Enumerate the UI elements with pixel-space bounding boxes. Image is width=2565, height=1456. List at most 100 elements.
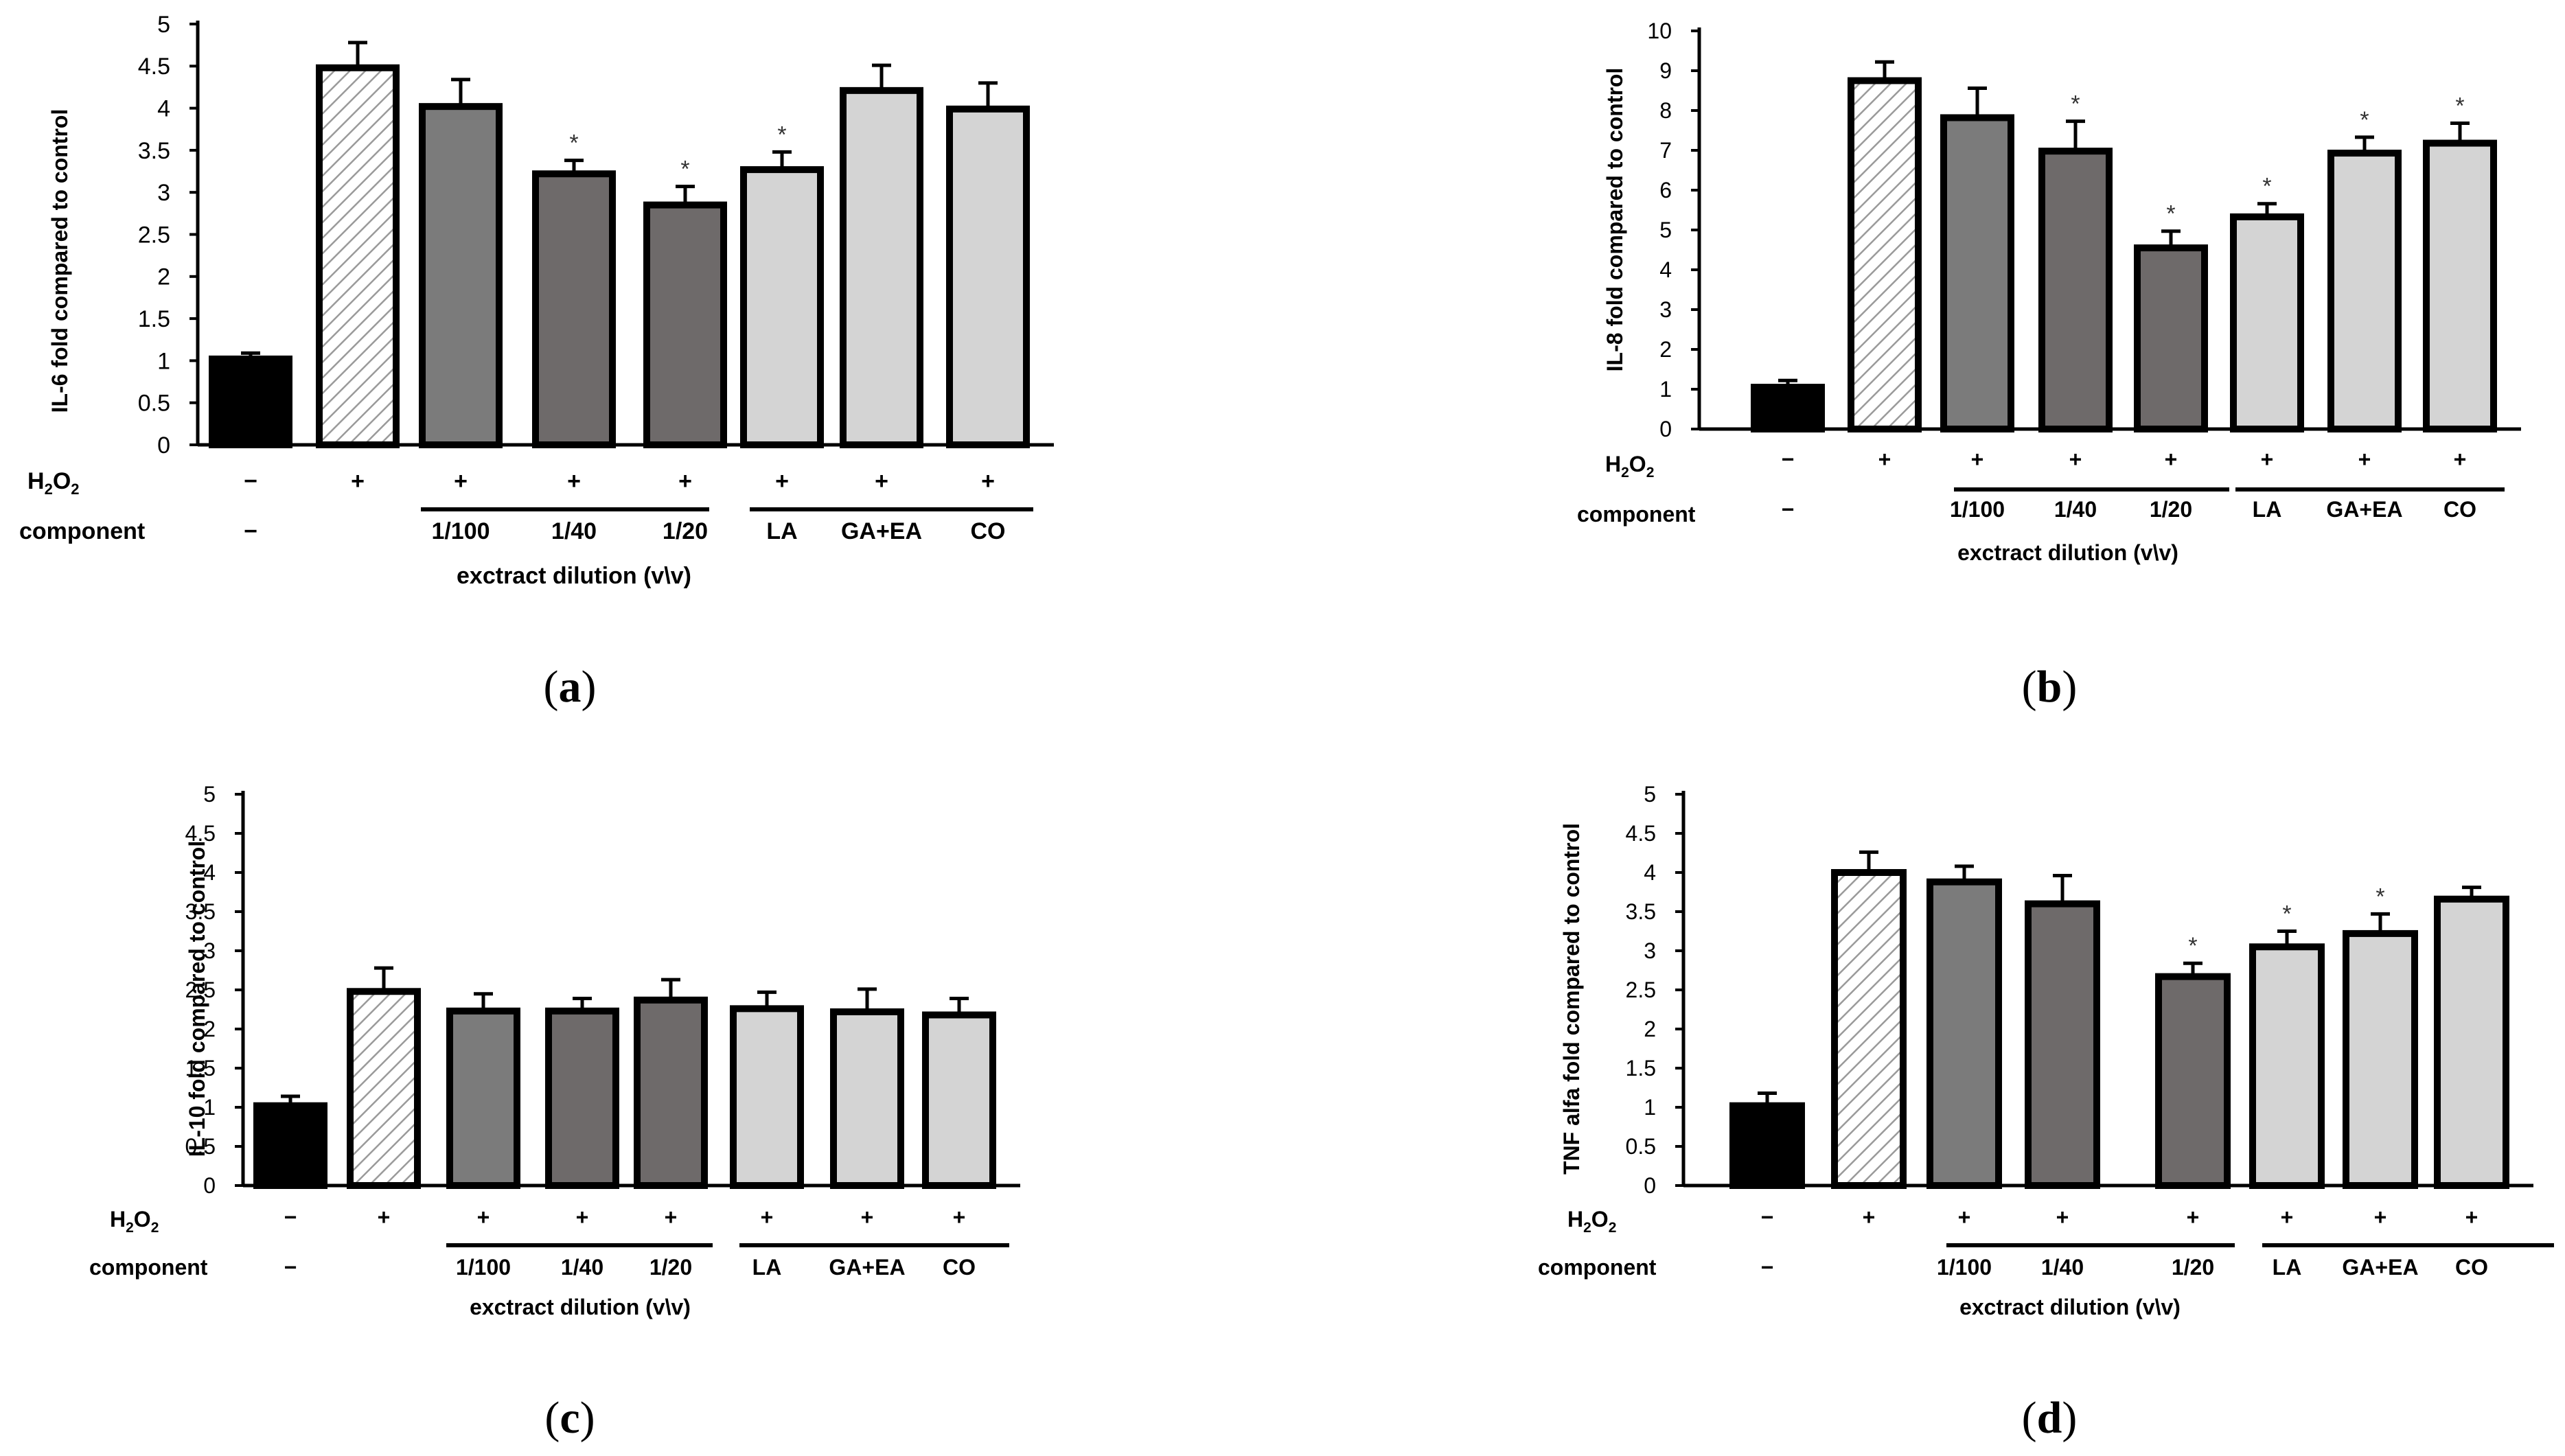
dilution-label: exctract dilution (v\v)	[1959, 1295, 2181, 1319]
bar	[643, 201, 727, 448]
component-value: CO	[943, 1255, 976, 1280]
bar	[2155, 973, 2231, 1189]
h2o2-value: +	[2069, 447, 2082, 472]
panel-c-ylabel: IL-10 fold compared to control	[185, 841, 209, 1157]
component-value: CO	[2443, 497, 2476, 522]
bar	[532, 170, 616, 448]
component-value: LA	[766, 518, 797, 544]
h2o2-value: +	[2056, 1205, 2069, 1229]
significance-mark: *	[680, 157, 689, 183]
bar	[419, 103, 503, 448]
y-tick-label: 1.5	[185, 1056, 216, 1081]
component-value: LA	[752, 1255, 782, 1280]
component-value: GA+EA	[841, 518, 922, 544]
h2o2-value: +	[1863, 1205, 1876, 1229]
h2o2-value: +	[775, 468, 789, 494]
bar	[946, 105, 1030, 449]
bar	[1751, 384, 1825, 432]
h2o2-value: −	[1761, 1205, 1774, 1229]
y-tick-label: 6	[1659, 178, 1672, 203]
panel-caption: (c)	[544, 1393, 595, 1443]
h2o2-value: +	[2465, 1205, 2478, 1229]
h2o2-value: +	[2374, 1205, 2387, 1229]
y-tick-label: 8	[1659, 98, 1672, 123]
component-value: 1/20	[2172, 1255, 2214, 1280]
bar	[545, 1007, 619, 1190]
component-value: 1/100	[456, 1255, 511, 1280]
h2o2-row-label: H2O2	[110, 1207, 159, 1236]
y-tick-label: 2	[203, 1017, 216, 1041]
component-row-label: component	[1538, 1255, 1657, 1280]
h2o2-value: +	[567, 468, 581, 494]
component-value: 1/40	[2041, 1255, 2084, 1280]
h2o2-value: +	[875, 468, 888, 494]
y-tick-label: 2	[1644, 1017, 1656, 1041]
significance-mark: *	[777, 122, 786, 148]
h2o2-value: +	[2187, 1205, 2200, 1229]
component-value: CO	[971, 518, 1006, 544]
h2o2-value: +	[953, 1205, 966, 1229]
h2o2-value: +	[454, 468, 468, 494]
component-row-label: component	[1577, 502, 1696, 527]
y-tick-label: 9	[1659, 58, 1672, 83]
panel-b-plot: 0 1 2 3 4 5 6 7 8 9 10 − − + +1/100 * +1/40 * +1/20 * + LA * + G…	[1647, 19, 2521, 522]
component-value: 1/20	[649, 1255, 692, 1280]
y-tick-label: 1.5	[1626, 1056, 1656, 1081]
component-value: −	[1782, 497, 1795, 522]
y-tick-label: 1.5	[138, 306, 170, 332]
bar	[2343, 929, 2418, 1190]
h2o2-value: +	[2165, 447, 2178, 472]
bar	[347, 988, 421, 1190]
bar	[253, 1102, 327, 1189]
panel-d-ylabel: TNF alfa fold compared to control	[1559, 823, 1584, 1175]
y-tick-label: 2.5	[185, 978, 216, 1002]
y-tick-label: 1	[157, 348, 170, 374]
component-row-label: component	[19, 518, 145, 544]
y-tick-label: 2	[1659, 337, 1672, 362]
bar	[830, 1008, 904, 1190]
h2o2-value: +	[2358, 447, 2371, 472]
dilution-label: exctract dilution (v\v)	[470, 1295, 691, 1319]
y-tick-label: 0.5	[185, 1134, 216, 1159]
y-tick-label: 2	[157, 264, 170, 290]
bar	[1926, 878, 2002, 1190]
significance-mark: *	[2376, 883, 2384, 910]
y-tick-label: 3	[1659, 297, 1672, 322]
h2o2-value: +	[477, 1205, 490, 1229]
h2o2-value: +	[665, 1205, 678, 1229]
significance-mark: *	[2455, 93, 2464, 119]
component-value: GA+EA	[829, 1255, 905, 1280]
panel-caption: (a)	[544, 662, 597, 712]
bar	[1831, 869, 1907, 1189]
bar	[2025, 900, 2100, 1189]
significance-mark: *	[2262, 174, 2271, 200]
bar	[730, 1005, 804, 1189]
component-row-label: component	[89, 1255, 208, 1280]
component-value: 1/100	[1937, 1255, 1992, 1280]
y-tick-label: 3.5	[138, 138, 170, 164]
bar	[634, 996, 708, 1189]
h2o2-value: −	[1782, 447, 1795, 472]
y-tick-label: 0	[157, 432, 170, 459]
panel-d-plot: 0 0.5 1 1.5 2 2.5 3 3.5 4 4.5 5 − − + +1/100 +1/40 * +1/2…	[1626, 782, 2533, 1280]
bar	[2423, 139, 2497, 432]
y-tick-label: 10	[1647, 19, 1672, 43]
panel-b: IL-8 fold compared to control 0 1 2 3 4 5 6 7 8 9…	[1577, 19, 2521, 712]
y-tick-label: 7	[1659, 138, 1672, 163]
significance-mark: *	[2071, 91, 2080, 117]
h2o2-value: +	[1971, 447, 1984, 472]
y-tick-label: 4.5	[138, 54, 170, 80]
y-axis-label: IL-6 fold compared to control	[47, 109, 72, 413]
y-tick-label: 0	[203, 1173, 216, 1198]
panel-d: TNF alfa fold compared to control 0 0.5 1 1…	[1538, 782, 2554, 1443]
significance-mark: *	[2188, 933, 2197, 959]
y-tick-label: 5	[1644, 782, 1656, 807]
h2o2-row-label: H2O2	[1605, 452, 1654, 481]
h2o2-value: +	[2281, 1205, 2294, 1229]
h2o2-value: +	[1878, 447, 1891, 472]
panel-a: IL-6 fold compared to control 0 0.5 1 1.5 2 2…	[19, 12, 1054, 712]
h2o2-value: +	[761, 1205, 774, 1229]
panel-a-plot: 0 0.5 1 1.5 2 2.5 3 3.5 4 4.5 5 − − + +1/100 * +1/40 * +1/…	[138, 12, 1054, 544]
bar	[1940, 114, 2014, 432]
bar	[446, 1007, 520, 1190]
